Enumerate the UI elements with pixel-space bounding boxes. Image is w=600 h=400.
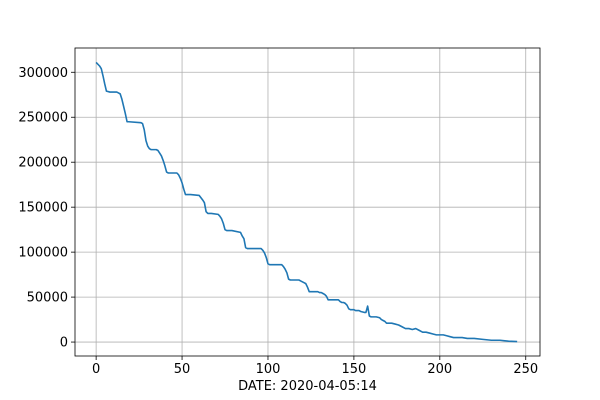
y-tick-label: 300000	[18, 66, 68, 81]
series-layer	[95, 61, 518, 343]
ticks: 0 50 100 150 200 250 0 50000 100000 150000 200000 2…	[18, 66, 538, 377]
y-tick-label: 0	[60, 336, 68, 351]
y-tick-label: 250000	[18, 111, 68, 126]
x-axis-label: DATE: 2020-04-05:14	[238, 379, 377, 394]
x-tick-label: 200	[427, 362, 452, 377]
y-tick-label: 50000	[27, 291, 68, 306]
y-tick-label: 150000	[18, 201, 68, 216]
x-tick-label: 100	[256, 362, 281, 377]
grid	[75, 48, 540, 356]
plot-area-frame	[74, 47, 541, 357]
x-tick-label: 250	[513, 362, 538, 377]
x-tick-label: 50	[174, 362, 191, 377]
y-tick-label: 200000	[18, 156, 68, 171]
series-line-0	[95, 61, 518, 343]
x-tick-label: 150	[341, 362, 366, 377]
x-tick-label: 0	[92, 362, 100, 377]
y-tick-label: 100000	[18, 246, 68, 261]
